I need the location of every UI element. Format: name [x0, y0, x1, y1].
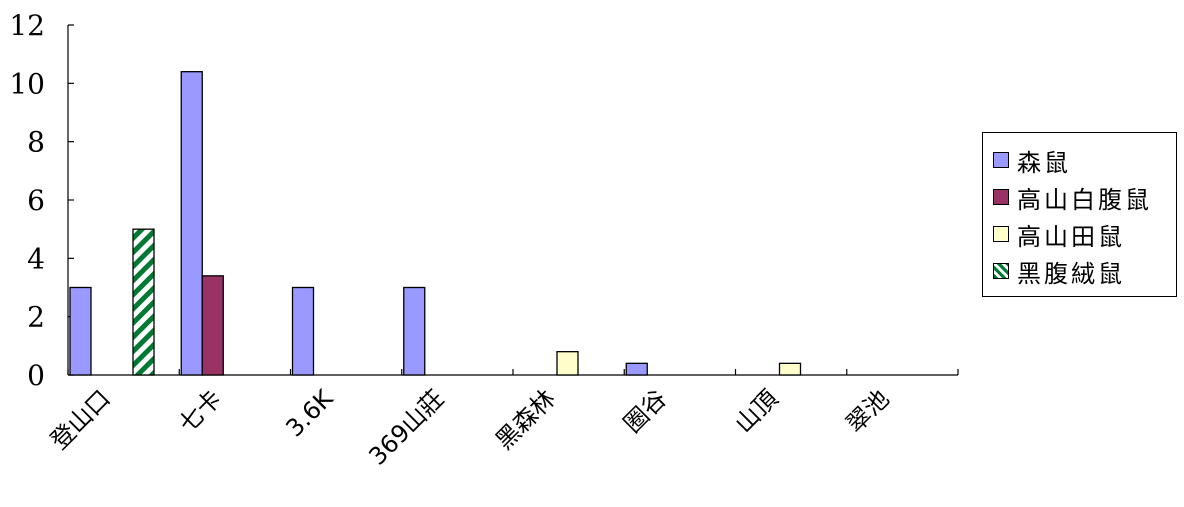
legend-label: 高山田鼠 — [1017, 222, 1125, 251]
legend-label: 森鼠 — [1017, 148, 1071, 177]
x-tick-label: 黑森林 — [490, 384, 561, 455]
x-tick-label: 369山莊 — [363, 384, 449, 470]
x-tick-label: 七卡 — [173, 384, 227, 438]
bar — [556, 351, 579, 376]
legend-item: 森鼠 — [993, 143, 1071, 177]
legend-item: 黑腹絨鼠 — [993, 254, 1125, 288]
y-tick-label: 8 — [27, 126, 45, 159]
y-tick-label: 12 — [9, 9, 45, 42]
legend-item: 高山白腹鼠 — [993, 180, 1152, 214]
legend-label: 高山白腹鼠 — [1017, 185, 1152, 214]
x-tick-labels: 登山口 七卡 3.6K 369山莊 黑森林 圈谷 山頂 翠池 — [45, 384, 894, 471]
y-tick-labels: 0 2 4 6 8 10 12 — [9, 9, 45, 392]
x-tick-label: 登山口 — [45, 384, 116, 455]
bar — [625, 362, 648, 376]
bar — [778, 362, 802, 376]
legend-swatch — [993, 189, 1009, 205]
y-tick-label: 2 — [27, 301, 45, 334]
bar — [180, 71, 203, 376]
legend-swatch — [993, 152, 1009, 168]
x-tick-label: 翠池 — [841, 384, 895, 438]
y-tick-label: 4 — [27, 242, 45, 275]
legend-item: 高山田鼠 — [993, 217, 1125, 251]
bar — [291, 286, 315, 376]
legend-swatch — [993, 263, 1009, 279]
bars — [69, 71, 802, 376]
legend-swatch — [993, 226, 1009, 242]
bar — [201, 275, 224, 376]
legend-label: 黑腹絨鼠 — [1017, 259, 1125, 288]
x-tick-label: 山頂 — [730, 384, 784, 438]
y-tick-label: 6 — [27, 184, 45, 217]
legend: 森鼠高山白腹鼠高山田鼠黑腹絨鼠 — [982, 132, 1177, 297]
bar — [403, 286, 426, 376]
bar — [69, 286, 92, 376]
x-tick-label: 圈谷 — [618, 384, 672, 438]
y-tick-label: 0 — [27, 359, 45, 392]
x-tick-label: 3.6K — [280, 384, 339, 443]
bar — [132, 228, 155, 376]
y-tick-label: 10 — [9, 67, 45, 100]
